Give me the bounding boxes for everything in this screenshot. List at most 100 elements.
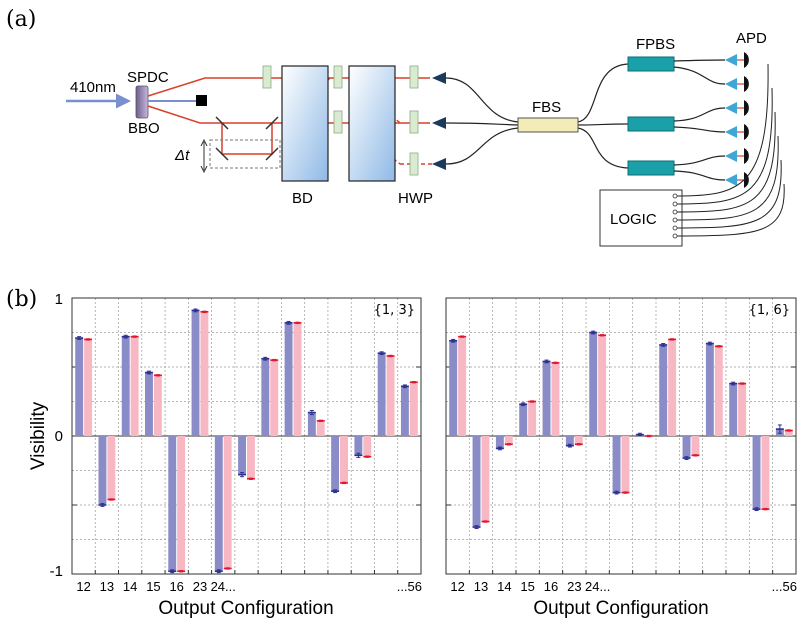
bar-measured-3: [121, 336, 130, 436]
fibers-input: [445, 63, 629, 169]
errorbar-theory-10: [668, 338, 677, 341]
errorbar-theory-9: [644, 434, 653, 438]
errorbar-measured-5: [168, 569, 177, 574]
bar-measured-6: [565, 436, 574, 446]
errorbar-theory-11: [691, 454, 700, 457]
panel-b-label: (b): [6, 287, 37, 312]
bar-theory-1: [458, 336, 467, 436]
x-tick-label: 14: [123, 579, 137, 594]
bar-theory-12: [714, 346, 723, 436]
y-tick-0: 0: [55, 428, 63, 445]
x-tick-label: 16: [169, 579, 183, 594]
bar-measured-11: [307, 412, 316, 436]
bar-measured-8: [238, 436, 246, 475]
bar-theory-3: [130, 336, 139, 436]
errorbar-measured-9: [635, 432, 644, 437]
fpbs-label: FPBS: [636, 36, 675, 53]
errorbar-measured-13: [354, 452, 363, 458]
x-tick-label: 15: [520, 579, 534, 594]
errorbar-measured-15: [775, 424, 784, 434]
laser-wavelength-label: 410nm: [70, 79, 116, 96]
errorbar-theory-6: [574, 443, 583, 446]
errorbar-theory-12: [340, 481, 348, 485]
errorbar-measured-12: [705, 341, 714, 346]
errorbar-measured-4: [519, 402, 528, 407]
bar-theory-5: [177, 436, 186, 572]
bar-theory-9: [270, 360, 279, 436]
subset-tag: {1, 3}: [374, 303, 415, 318]
bar-theory-11: [691, 436, 700, 456]
bar-theory-15: [409, 382, 418, 436]
bar-measured-2: [472, 436, 481, 528]
chart-left: {1, 3} 12 13 14 15 16 23 24... ...56: [71, 297, 422, 594]
errorbar-theory-4: [153, 374, 162, 377]
logic-wires: [674, 63, 785, 237]
errorbar-theory-15: [784, 429, 793, 432]
bar-theory-8: [247, 436, 255, 479]
errorbar-measured-12: [331, 489, 340, 494]
errorbar-measured-2: [472, 525, 481, 529]
x-tick-label: ...56: [772, 579, 797, 594]
errorbar-measured-10: [284, 320, 293, 325]
bar-theory-13: [363, 436, 372, 457]
panel-a: (a) 410nm SPDC BBO Δt: [6, 7, 785, 247]
beam-displacer-1: [281, 65, 329, 182]
bar-measured-4: [145, 372, 153, 436]
bar-theory-15: [784, 430, 793, 436]
bar-measured-12: [331, 436, 340, 492]
bar-theory-5: [551, 362, 560, 436]
apd-label: APD: [736, 30, 767, 47]
errorbar-theory-8: [247, 477, 255, 480]
errorbar-theory-14: [761, 507, 770, 511]
errorbar-measured-1: [75, 336, 84, 340]
x-tick-label: 14: [497, 579, 511, 594]
bar-measured-5: [168, 436, 177, 572]
bar-measured-12: [705, 343, 714, 436]
bar-theory-6: [200, 311, 209, 436]
errorbar-theory-13: [738, 382, 747, 385]
bar-theory-2: [481, 436, 490, 522]
errorbar-theory-3: [130, 335, 139, 338]
delay-mirrors: [215, 116, 279, 161]
y-axis-label: Visibility: [28, 401, 49, 470]
errorbar-measured-4: [145, 370, 153, 375]
beam-dump: [196, 95, 207, 106]
bar-measured-9: [261, 358, 270, 436]
bd-label: BD: [292, 190, 313, 207]
logic-box: [599, 189, 683, 247]
errorbar-measured-15: [400, 384, 409, 389]
x-tick-label: 12: [76, 579, 90, 594]
bar-measured-10: [284, 322, 293, 436]
bar-measured-1: [75, 338, 84, 436]
x-tick-label: ...56: [397, 579, 422, 594]
errorbar-measured-1: [449, 338, 458, 343]
beam-displacer-2: [348, 65, 396, 182]
fiber-couplers: [432, 72, 446, 170]
errorbar-theory-13: [363, 455, 372, 458]
errorbar-measured-3: [495, 446, 504, 451]
bar-theory-11: [316, 420, 325, 436]
errorbar-measured-6: [565, 443, 574, 448]
bar-theory-7: [223, 436, 232, 569]
x-tick-label: 13: [100, 579, 114, 594]
errorbar-measured-11: [682, 456, 691, 460]
errorbar-theory-6: [200, 310, 209, 313]
bbo-crystal: [135, 85, 149, 119]
errorbar-measured-7: [214, 569, 223, 574]
bar-theory-12: [340, 436, 348, 483]
bar-measured-5: [542, 361, 551, 436]
errorbar-measured-5: [542, 359, 551, 364]
errorbar-theory-7: [223, 567, 232, 570]
fiber-beam-splitter: [517, 117, 579, 133]
hwp-label: HWP: [398, 190, 433, 207]
errorbar-theory-8: [621, 491, 630, 494]
bar-theory-6: [574, 436, 583, 445]
errorbar-measured-14: [377, 351, 386, 356]
bar-measured-7: [589, 332, 598, 436]
bar-measured-11: [682, 436, 691, 459]
errorbar-theory-2: [481, 520, 490, 523]
errorbar-theory-5: [551, 361, 560, 365]
y-tick-1: 1: [55, 291, 63, 308]
errorbar-measured-11: [307, 409, 316, 416]
